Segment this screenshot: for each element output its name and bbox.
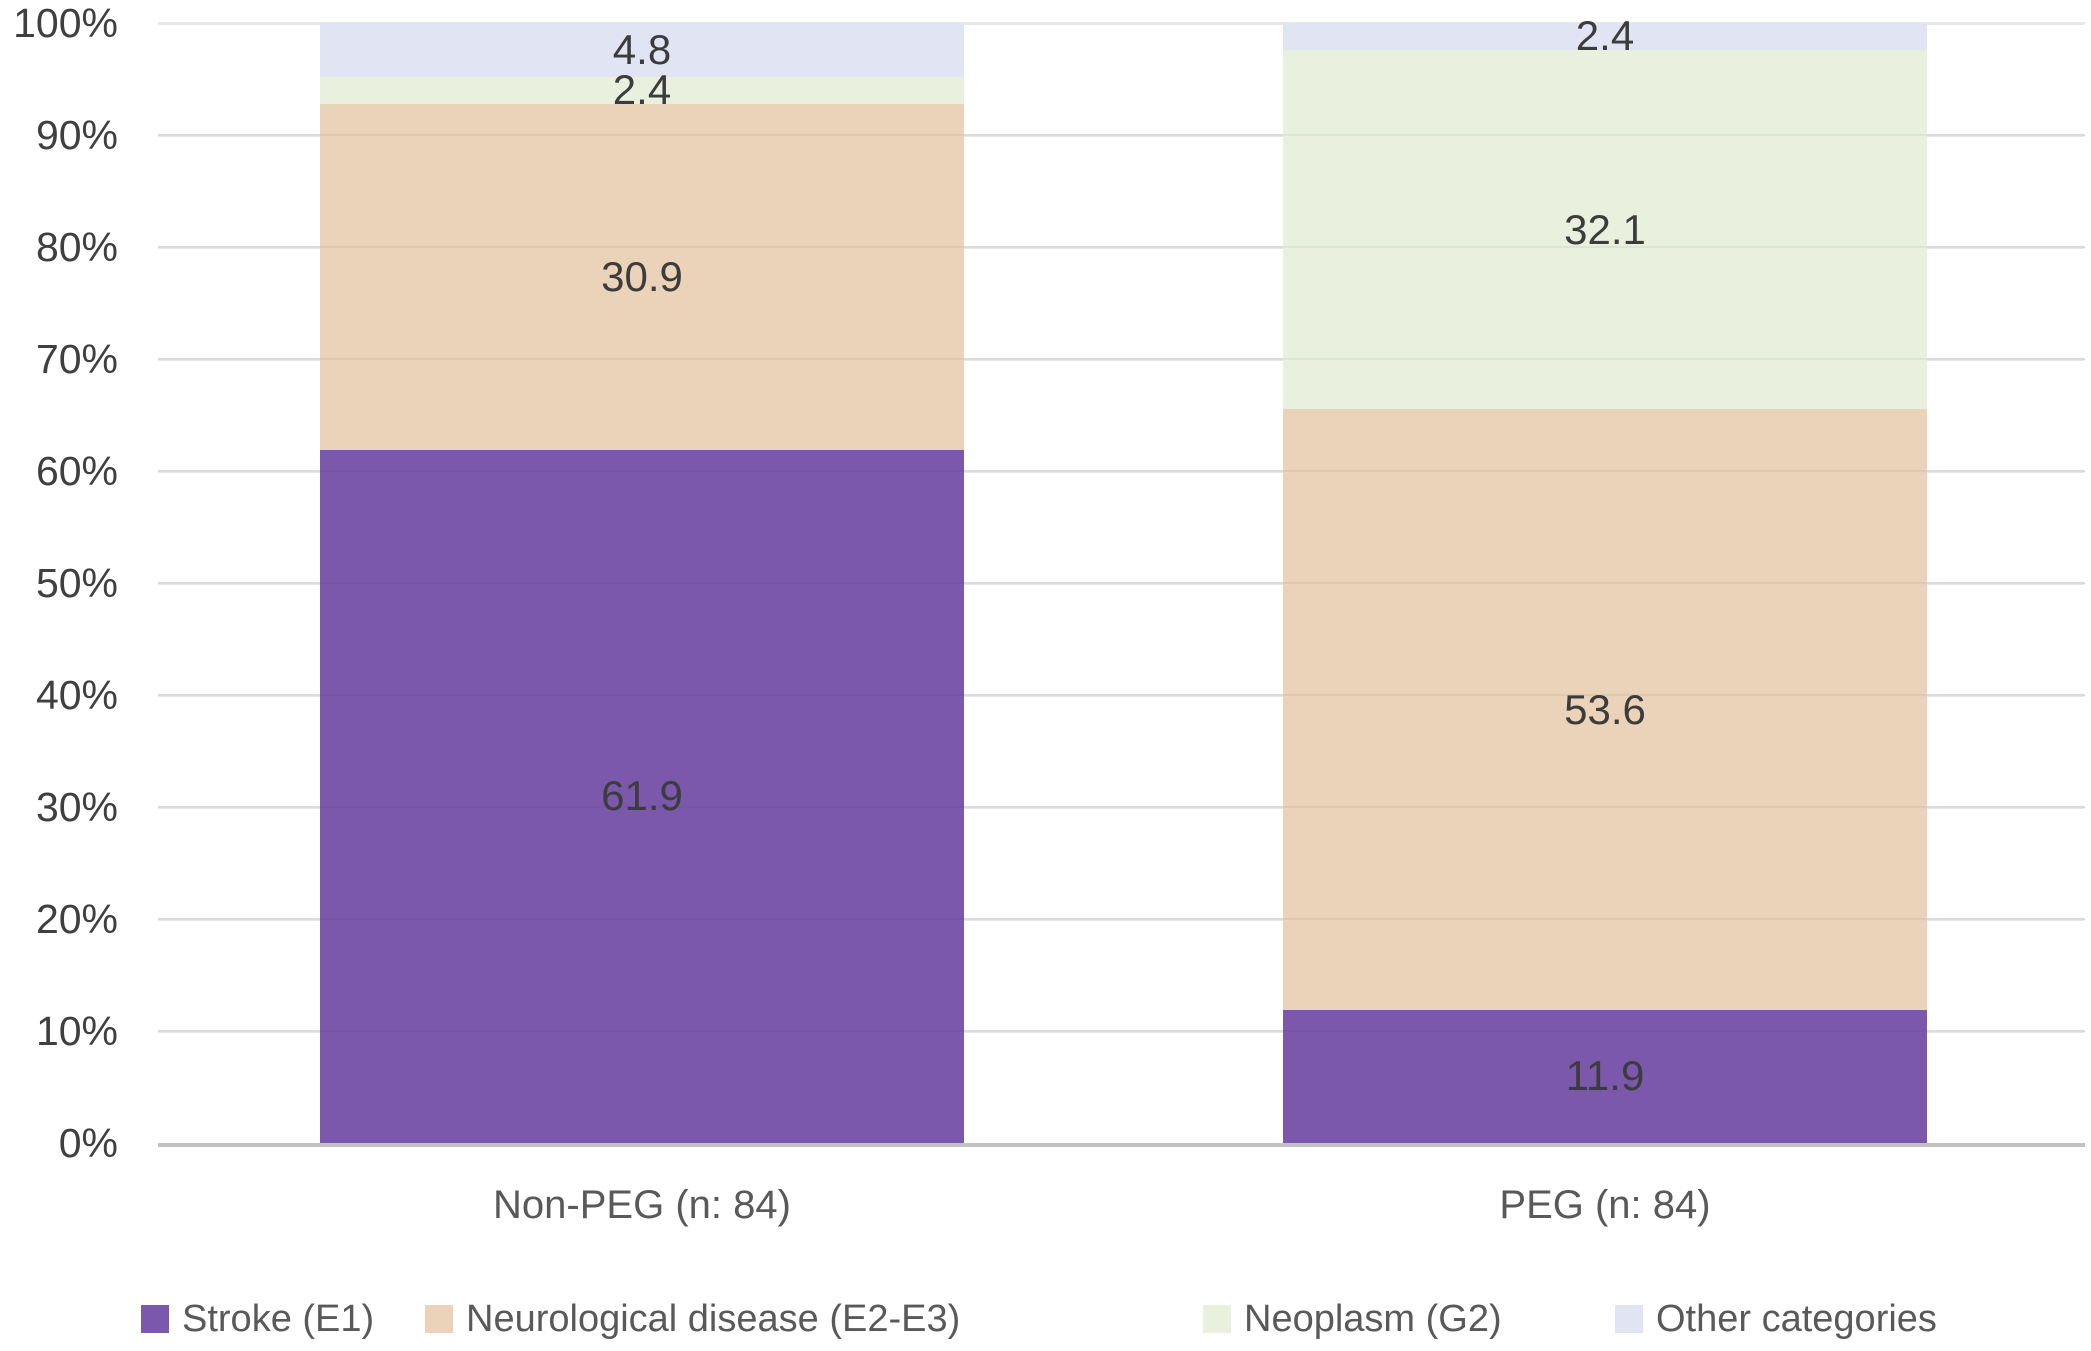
segment-data-label: 53.6	[1564, 685, 1646, 733]
segment-data-label: 61.9	[601, 772, 683, 820]
gridline	[158, 22, 2085, 25]
gridline	[158, 134, 2085, 137]
legend-swatch-icon	[425, 1305, 453, 1333]
legend-swatch-icon	[141, 1305, 169, 1333]
y-axis-tick-label: 30%	[35, 784, 118, 830]
x-axis-line	[158, 1143, 2085, 1147]
segment-data-label: 11.9	[1565, 1052, 1645, 1100]
bar-non-peg-n-84: 61.9 30.9 2.4 4.8	[320, 23, 964, 1143]
gridline	[158, 246, 2085, 249]
bar-segment: 4.8	[320, 23, 964, 77]
y-axis-tick-label: 90%	[35, 112, 118, 158]
gridline	[158, 918, 2085, 921]
legend-label: Other categories	[1656, 1298, 1937, 1340]
bar-segment: 32.1	[1283, 49, 1927, 410]
legend-item-neurological-disease-e2-e3: Neurological disease (E2-E3)	[425, 1300, 960, 1338]
plot-area: 61.9 30.9 2.4 4.8 11.9 53.6 32.1 2.4	[158, 15, 2085, 1147]
bar-peg-n-84: 11.9 53.6 32.1 2.4	[1283, 15, 1927, 1143]
y-axis-tick-label: 10%	[35, 1008, 118, 1054]
legend-swatch-icon	[1203, 1305, 1231, 1333]
segment-data-label: 2.4	[1575, 12, 1635, 60]
y-axis-tick-label: 40%	[35, 672, 118, 718]
gridline	[158, 470, 2085, 473]
y-axis-tick-label: 20%	[35, 896, 118, 942]
y-axis-tick-label: 50%	[35, 560, 118, 606]
y-axis-tick-label: 100%	[13, 0, 118, 46]
segment-data-label: 32.1	[1564, 205, 1646, 253]
gridline	[158, 358, 2085, 361]
y-axis-tick-label: 60%	[35, 448, 118, 494]
y-axis-tick-label: 0%	[58, 1120, 118, 1166]
legend: Stroke (E1) Neurological disease (E2-E3) N…	[0, 1300, 2091, 1340]
gridline	[158, 582, 2085, 585]
bar-segment: 2.4	[1283, 15, 1927, 57]
legend-label: Neurological disease (E2-E3)	[466, 1298, 961, 1340]
bar-segment: 11.9	[1283, 1009, 1927, 1143]
legend-item-neoplasm-g2: Neoplasm (G2)	[1203, 1300, 1502, 1338]
x-axis-category-label: Non-PEG (n: 84)	[493, 1183, 791, 1227]
legend-item-stroke-e1: Stroke (E1)	[141, 1300, 374, 1338]
gridline	[158, 694, 2085, 697]
segment-data-label: 4.8	[612, 25, 672, 73]
y-axis-tick-label: 80%	[35, 224, 118, 270]
bar-segment: 30.9	[320, 103, 964, 450]
segment-data-label: 2.4	[612, 66, 672, 114]
bar-segment: 61.9	[320, 449, 964, 1143]
segment-data-label: 30.9	[601, 252, 683, 300]
legend-item-other-categories: Other categories	[1615, 1300, 1937, 1338]
legend-swatch-icon	[1615, 1305, 1643, 1333]
y-axis-tick-label: 70%	[35, 336, 118, 382]
bar-segment: 2.4	[320, 69, 964, 111]
gridline	[158, 1030, 2085, 1033]
bar-segment: 53.6	[1283, 409, 1927, 1010]
gridline	[158, 806, 2085, 809]
legend-label: Stroke (E1)	[182, 1298, 375, 1340]
legend-label: Neoplasm (G2)	[1244, 1298, 1502, 1340]
x-axis-category-label: PEG (n: 84)	[1499, 1183, 1711, 1227]
